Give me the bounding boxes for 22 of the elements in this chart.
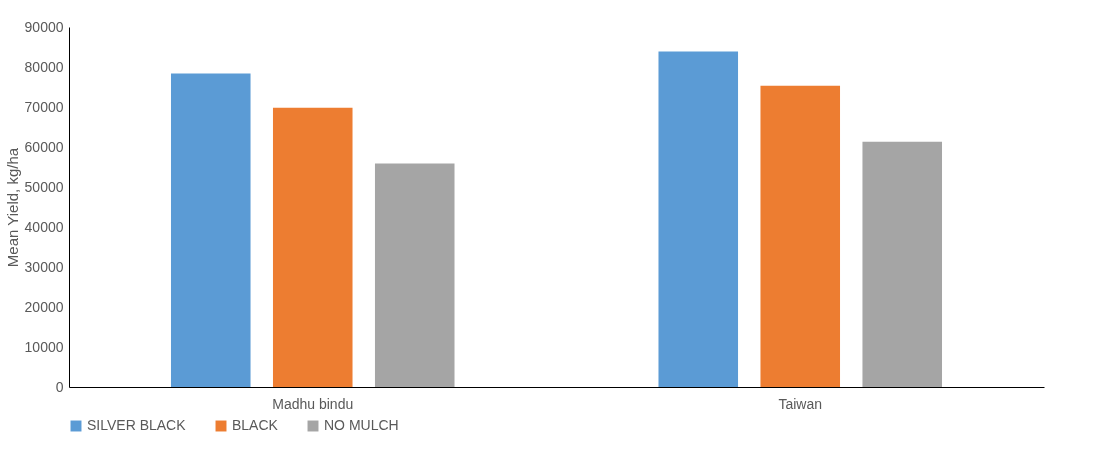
y-tick-label: 50000 xyxy=(24,178,64,195)
bar xyxy=(862,141,943,387)
y-tick-label: 0 xyxy=(55,378,64,395)
y-tick-label: 30000 xyxy=(24,258,64,275)
bar xyxy=(760,85,841,387)
y-tick-label: 80000 xyxy=(24,58,64,75)
y-axis-title: Mean Yield, kg/ha xyxy=(3,147,21,268)
bar xyxy=(272,107,353,387)
y-tick-label: 40000 xyxy=(24,218,64,235)
legend-label: BLACK xyxy=(232,417,279,433)
bar xyxy=(658,51,739,387)
legend-label: SILVER BLACK xyxy=(87,417,187,433)
y-tick-label: 60000 xyxy=(24,138,64,155)
bar xyxy=(374,163,455,387)
legend-label: NO MULCH xyxy=(324,417,399,433)
x-tick-label: Madhu bindu xyxy=(272,395,354,412)
y-tick-label: 70000 xyxy=(24,98,64,115)
x-tick-label: Taiwan xyxy=(778,395,823,412)
y-tick-label: 90000 xyxy=(24,18,64,35)
bar xyxy=(170,73,251,387)
y-tick-label: 10000 xyxy=(24,338,64,355)
y-tick-label: 20000 xyxy=(24,298,64,315)
